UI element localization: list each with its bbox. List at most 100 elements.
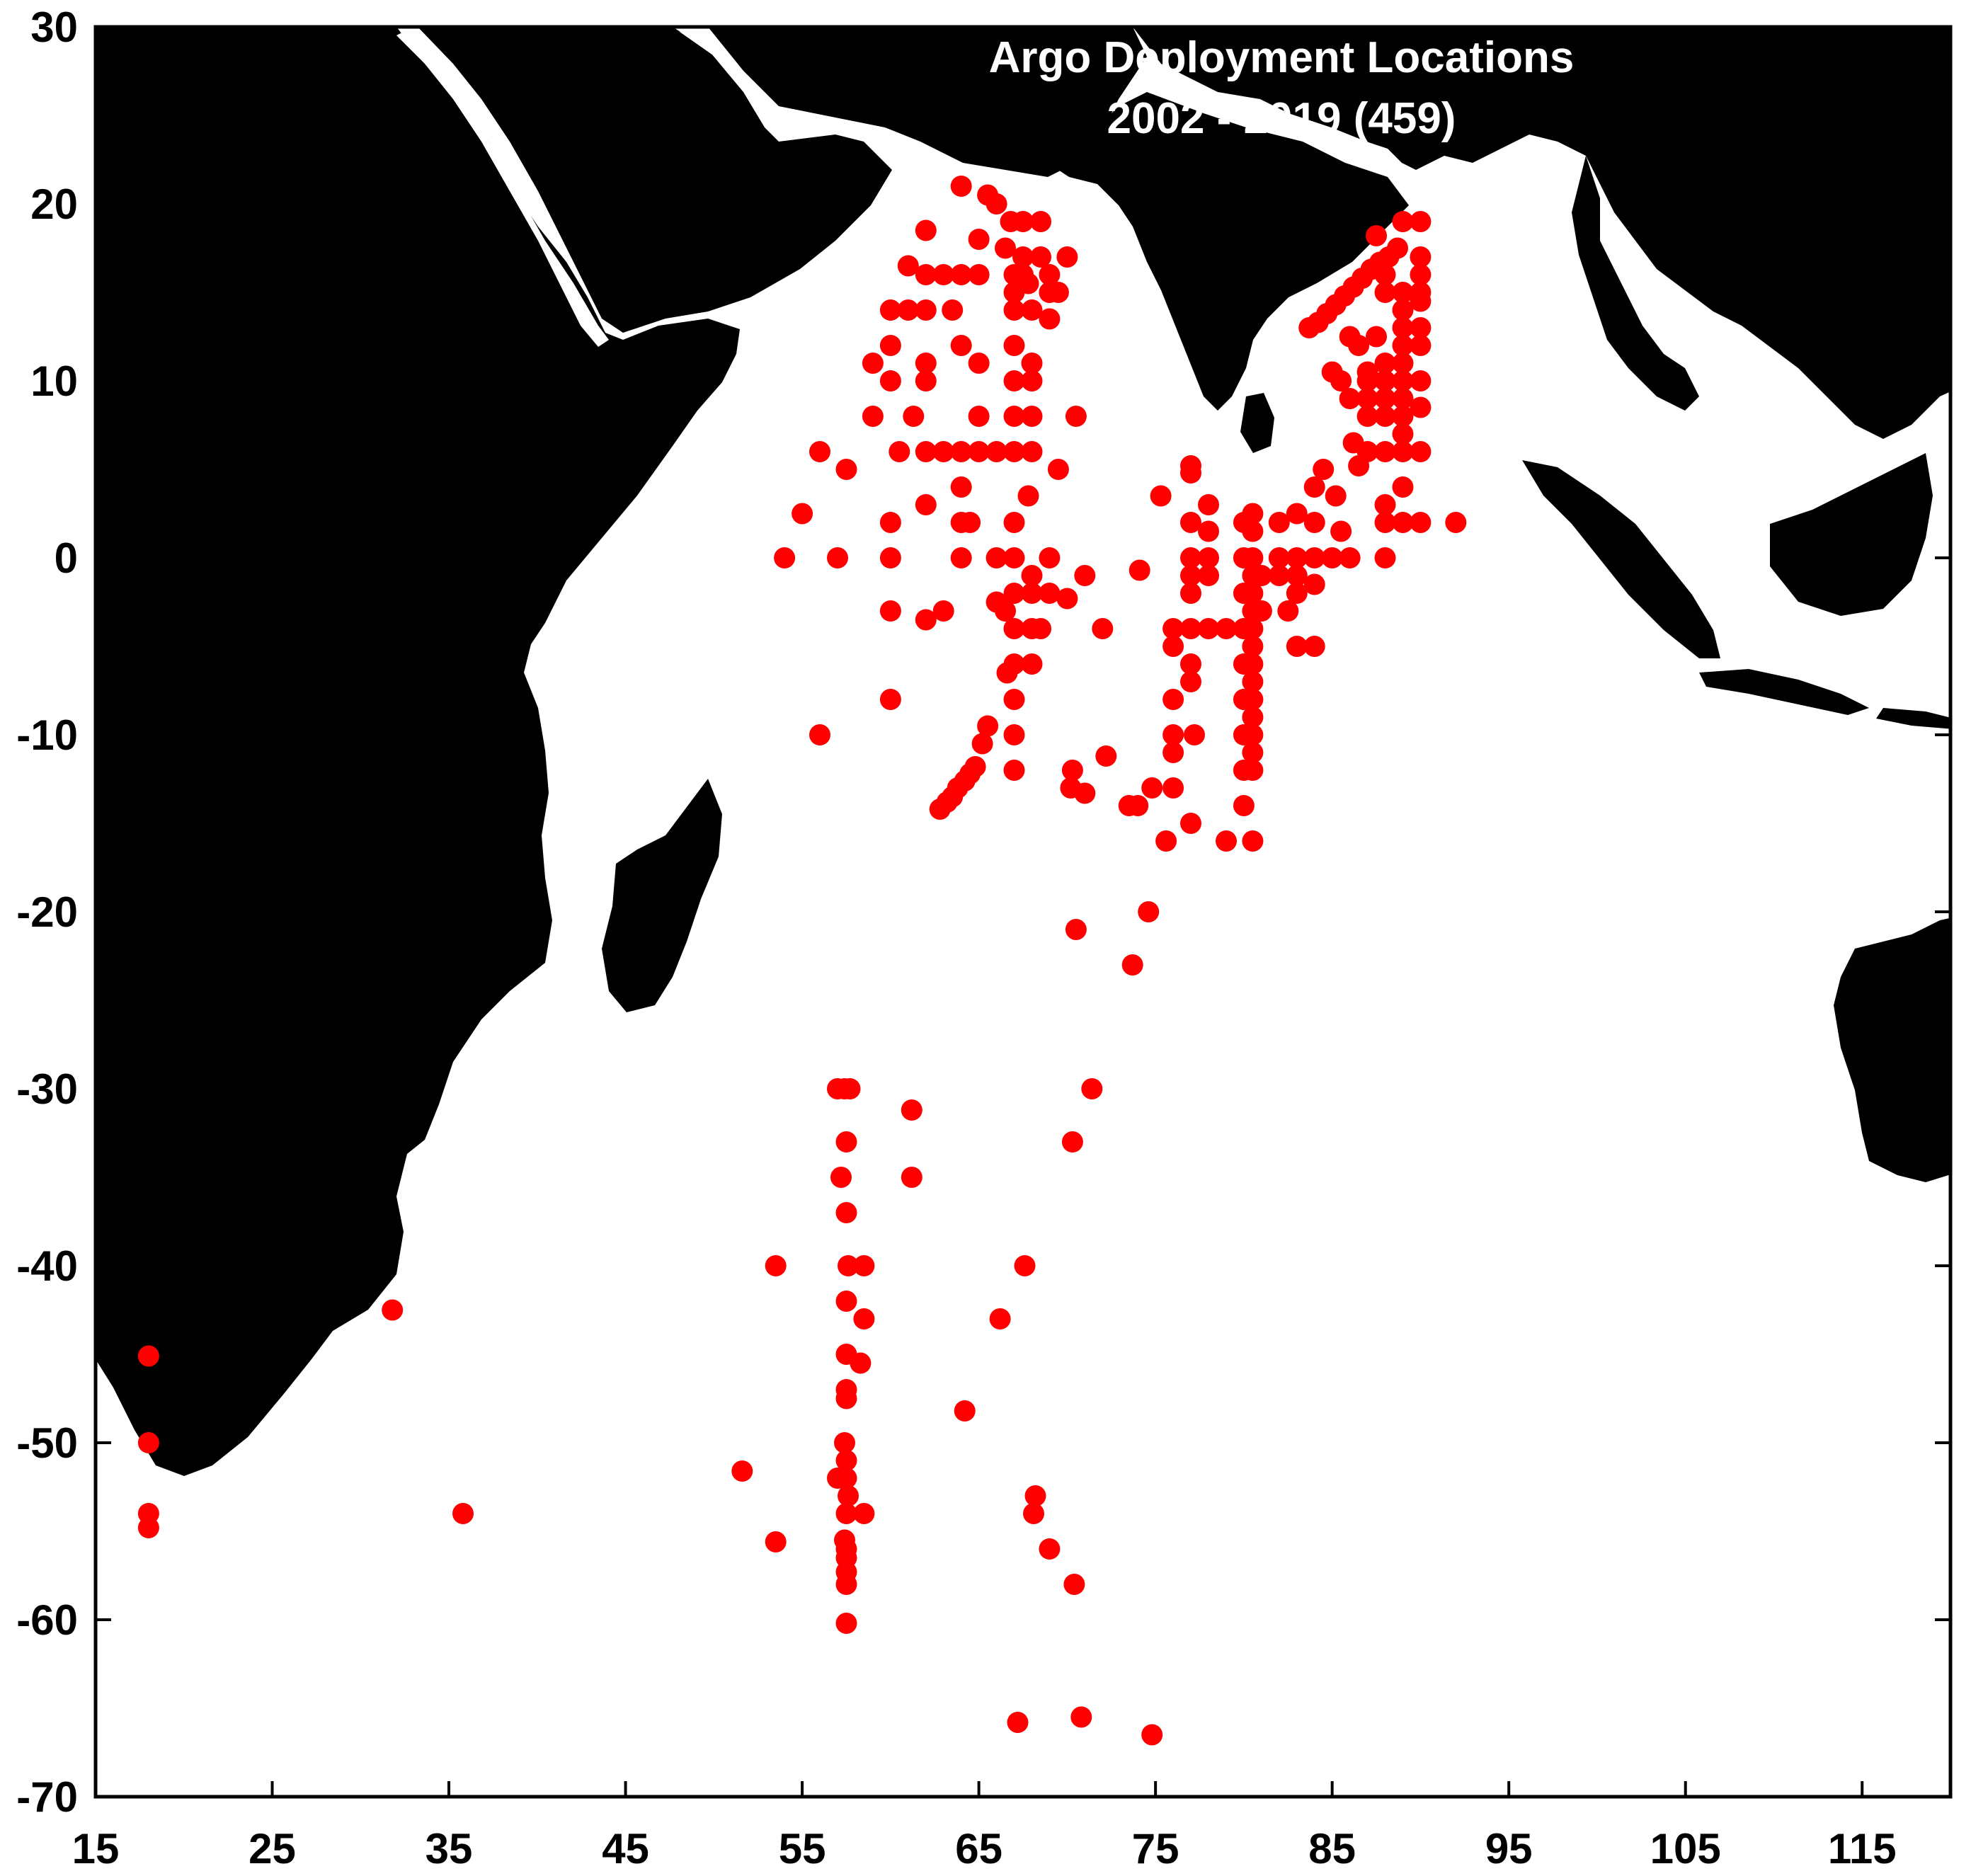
- deployment-point-277: [1374, 370, 1396, 391]
- deployment-point-43: [1039, 1538, 1061, 1560]
- deployment-point-71: [903, 406, 925, 427]
- title-line-1: Argo Deployment Locations: [989, 33, 1575, 82]
- deployment-point-4: [382, 1299, 404, 1321]
- deployment-point-127: [1021, 441, 1043, 462]
- deployment-point-208: [1242, 618, 1264, 639]
- deployment-point-51: [1121, 954, 1143, 976]
- deployment-point-189: [1198, 565, 1219, 586]
- deployment-point-126: [1021, 406, 1043, 427]
- deployment-point-284: [1330, 370, 1352, 391]
- deployment-point-123: [1021, 299, 1043, 321]
- madagascar-landmass: [602, 779, 722, 1012]
- deployment-point-135: [1030, 246, 1051, 268]
- deployment-point-254: [1392, 335, 1414, 356]
- deployment-point-60: [862, 406, 884, 427]
- deployment-point-281: [1356, 406, 1378, 427]
- deployment-point-159: [964, 756, 986, 777]
- deployment-point-139: [1047, 282, 1069, 303]
- deployment-point-249: [1387, 237, 1408, 259]
- deployment-point-92: [968, 229, 990, 250]
- persian-gulf-water: [680, 28, 807, 135]
- deployment-point-121: [1012, 246, 1034, 268]
- x-tick-label-1: 25: [248, 1825, 296, 1872]
- deployment-point-80: [932, 600, 954, 622]
- deployment-point-18: [853, 1308, 875, 1329]
- deployment-point-177: [1180, 462, 1201, 484]
- deployment-point-161: [996, 662, 1018, 684]
- deployment-point-146: [1056, 588, 1078, 610]
- deployment-point-201: [1233, 795, 1255, 816]
- deployment-point-28: [835, 1503, 857, 1524]
- deployment-point-291: [1374, 441, 1396, 462]
- x-tick-label-0: 15: [72, 1825, 120, 1872]
- deployment-point-171: [1162, 689, 1184, 710]
- deployment-point-133: [1012, 264, 1034, 285]
- deployment-point-227: [1277, 600, 1299, 622]
- x-tick-label-4: 55: [779, 1825, 826, 1872]
- deployment-point-297: [1356, 361, 1378, 383]
- deployment-point-192: [1216, 830, 1237, 852]
- deployment-point-82: [942, 299, 964, 321]
- deployment-point-100: [986, 547, 1007, 568]
- deployment-point-231: [1303, 476, 1325, 498]
- deployment-point-223: [1286, 503, 1308, 525]
- deployment-point-270: [1410, 370, 1432, 391]
- deployment-point-186: [1198, 494, 1219, 515]
- deployment-point-7: [765, 1255, 787, 1276]
- deployment-point-65: [879, 512, 901, 533]
- deployment-point-61: [879, 299, 901, 321]
- deployment-point-23: [834, 1432, 855, 1453]
- deployment-point-215: [1242, 742, 1264, 763]
- deployment-point-183: [1180, 653, 1201, 675]
- y-tick-label-3: 0: [55, 534, 78, 582]
- deployment-point-180: [1180, 565, 1201, 586]
- deployment-point-26: [827, 1468, 848, 1489]
- deployment-point-11: [839, 1078, 861, 1099]
- deployment-point-53: [809, 441, 830, 462]
- deployment-point-138: [1039, 308, 1061, 330]
- deployment-point-148: [1061, 760, 1083, 781]
- deployment-point-140: [1056, 246, 1078, 268]
- deployment-point-112: [1003, 512, 1025, 533]
- deployment-point-130: [1021, 583, 1043, 604]
- deployment-point-77: [915, 441, 937, 462]
- deployment-point-36: [901, 1099, 922, 1121]
- deployment-point-169: [1162, 618, 1184, 639]
- deployment-point-278: [1374, 406, 1396, 427]
- deployment-point-76: [915, 370, 937, 391]
- deployment-point-69: [897, 255, 919, 277]
- deployment-point-268: [1410, 317, 1432, 338]
- deployment-point-263: [1410, 211, 1432, 232]
- deployment-point-175: [1180, 813, 1201, 834]
- deployment-point-288: [1342, 432, 1364, 454]
- deployment-point-96: [968, 353, 990, 374]
- deployment-point-269: [1410, 335, 1432, 356]
- deployment-point-272: [1410, 441, 1432, 462]
- deployment-point-45: [1007, 1712, 1029, 1733]
- deployment-point-114: [1003, 583, 1025, 604]
- deployment-point-37: [901, 1167, 922, 1188]
- iran-pakistan-landmass: [708, 27, 1147, 177]
- deployment-point-58: [809, 724, 830, 745]
- x-tick-label-7: 85: [1308, 1825, 1356, 1872]
- deployment-point-257: [1392, 388, 1414, 409]
- y-tick-label-4: -10: [16, 711, 78, 759]
- deployment-point-128: [1017, 485, 1039, 507]
- deployment-point-286: [1348, 335, 1370, 356]
- deployment-point-168: [1155, 830, 1177, 852]
- map-title: Argo Deployment Locations 2002 - 2019 (4…: [989, 33, 1575, 143]
- deployment-point-233: [1303, 573, 1325, 595]
- deployment-point-67: [879, 600, 901, 622]
- sumatra-landmass: [1522, 460, 1720, 658]
- deployment-point-78: [915, 494, 937, 515]
- deployment-point-79: [915, 609, 937, 631]
- deployment-point-256: [1392, 370, 1414, 391]
- deployment-point-204: [1242, 547, 1264, 568]
- deployment-point-252: [1392, 299, 1414, 321]
- deployment-point-228: [1286, 636, 1308, 657]
- deployment-point-251: [1392, 282, 1414, 303]
- deployment-point-166: [1141, 777, 1163, 799]
- deployment-point-181: [1180, 583, 1201, 604]
- deployment-point-111: [1003, 441, 1025, 462]
- deployment-point-118: [1003, 724, 1025, 745]
